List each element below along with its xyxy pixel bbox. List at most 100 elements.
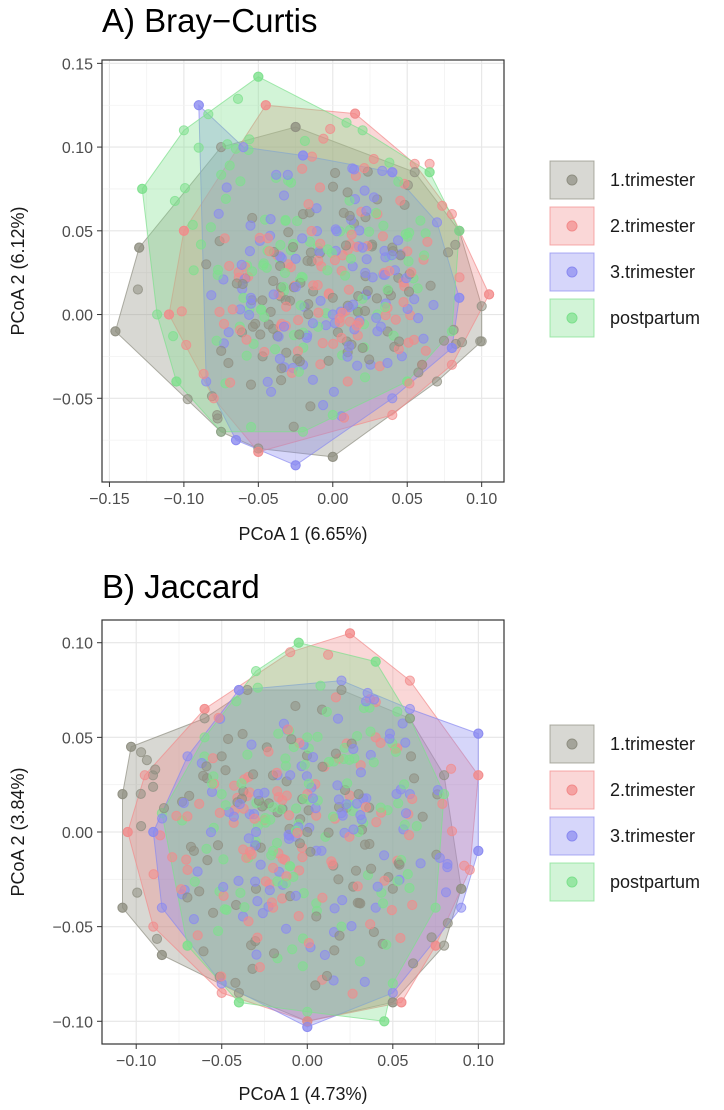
point-1-trimester <box>431 376 443 387</box>
point-2-trimester <box>216 971 227 982</box>
point-1-trimester <box>357 342 368 354</box>
point-1-trimester <box>294 329 305 340</box>
point-2-trimester <box>346 229 357 240</box>
point-2-trimester <box>264 246 275 257</box>
point-postpartum <box>253 71 264 82</box>
point-2-trimester <box>244 846 256 857</box>
point-postpartum <box>188 265 199 276</box>
point-3-trimester <box>348 743 359 755</box>
point-postpartum <box>171 376 182 387</box>
point-postpartum <box>299 759 310 770</box>
point-1-trimester <box>403 286 415 297</box>
point-postpartum <box>302 732 313 743</box>
point-postpartum <box>211 335 222 346</box>
point-2-trimester <box>163 309 175 320</box>
point-2-trimester <box>182 864 193 876</box>
panel-a-x-axis-title: PCoA 1 (6.65%) <box>238 524 367 544</box>
point-postpartum <box>344 195 355 206</box>
point-2-trimester <box>347 988 358 999</box>
point-2-trimester <box>406 267 417 278</box>
point-postpartum <box>259 311 270 323</box>
point-3-trimester <box>352 360 363 371</box>
point-postpartum <box>189 876 200 887</box>
point-1-trimester <box>404 713 415 724</box>
point-2-trimester <box>194 798 205 810</box>
point-3-trimester <box>319 949 330 961</box>
point-postpartum <box>219 904 230 915</box>
point-2-trimester <box>139 770 150 781</box>
point-2-trimester <box>181 339 192 351</box>
point-2-trimester <box>285 647 296 658</box>
panel-b-y-axis-title: PCoA 2 (3.84%) <box>8 767 28 896</box>
point-postpartum <box>285 861 296 872</box>
point-1-trimester <box>344 210 355 221</box>
point-1-trimester <box>327 292 338 303</box>
point-3-trimester <box>415 858 426 869</box>
point-postpartum <box>327 409 338 421</box>
point-1-trimester <box>450 239 461 250</box>
point-1-trimester <box>305 247 316 258</box>
point-1-trimester <box>439 940 450 951</box>
point-1-trimester <box>212 840 224 851</box>
point-postpartum <box>345 253 357 264</box>
point-2-trimester <box>390 314 401 325</box>
point-postpartum <box>207 778 218 789</box>
point-2-trimester <box>122 826 133 838</box>
point-3-trimester <box>218 881 229 893</box>
point-3-trimester <box>297 150 309 161</box>
point-3-trimester <box>266 386 277 397</box>
point-postpartum <box>235 887 246 899</box>
point-3-trimester <box>359 185 370 196</box>
point-2-trimester <box>368 153 379 165</box>
point-2-trimester <box>315 238 326 249</box>
point-2-trimester <box>396 997 407 1008</box>
y-tick-label: 0.15 <box>62 56 93 73</box>
point-1-trimester <box>305 846 316 857</box>
point-postpartum <box>216 169 227 180</box>
point-3-trimester <box>233 684 244 696</box>
point-3-trimester <box>243 833 254 844</box>
point-1-trimester <box>456 337 468 348</box>
point-2-trimester <box>273 792 284 803</box>
y-tick-label: −0.05 <box>53 391 94 408</box>
point-1-trimester <box>281 347 292 358</box>
point-2-trimester <box>317 892 328 903</box>
panel-a-y-axis-title: PCoA 2 (6.12%) <box>8 206 28 335</box>
point-3-trimester <box>307 318 318 329</box>
point-1-trimester <box>132 284 143 295</box>
point-3-trimester <box>156 902 167 913</box>
point-3-trimester <box>355 767 366 778</box>
point-2-trimester <box>377 231 388 242</box>
panel-b-x-axis-title: PCoA 1 (4.73%) <box>238 1084 367 1104</box>
point-postpartum <box>273 728 284 739</box>
point-3-trimester <box>346 921 357 932</box>
point-1-trimester <box>151 933 163 945</box>
point-1-trimester <box>257 295 268 306</box>
x-tick-label: 0.00 <box>317 491 348 508</box>
point-1-trimester <box>216 751 227 762</box>
point-postpartum <box>291 803 302 814</box>
panel-a-x-ticks: −0.15 −0.10 −0.05 0.00 0.05 0.10 <box>89 482 497 508</box>
point-1-trimester <box>216 426 227 437</box>
point-postpartum <box>213 925 224 937</box>
point-1-trimester <box>417 811 428 822</box>
point-3-trimester <box>193 100 204 111</box>
panel-a-hulls <box>114 76 490 466</box>
point-2-trimester <box>350 108 361 119</box>
panel-b-legend: 1.trimester 2.trimester 3.trimester postpar… <box>549 724 700 902</box>
point-3-trimester <box>384 733 395 744</box>
point-3-trimester <box>392 235 404 246</box>
point-1-trimester <box>212 413 223 424</box>
point-1-trimester <box>425 280 436 291</box>
point-postpartum <box>252 682 263 693</box>
point-2-trimester <box>192 930 203 941</box>
x-tick-label: −0.10 <box>164 491 205 508</box>
point-2-trimester <box>225 377 236 388</box>
point-postpartum <box>168 331 179 342</box>
panel-b-y-ticks: −0.10 −0.05 0.00 0.05 0.10 <box>53 636 102 1031</box>
point-3-trimester <box>446 342 457 354</box>
point-postpartum <box>287 944 298 955</box>
point-2-trimester <box>328 338 339 349</box>
point-2-trimester <box>271 767 282 778</box>
point-2-trimester <box>167 852 178 863</box>
